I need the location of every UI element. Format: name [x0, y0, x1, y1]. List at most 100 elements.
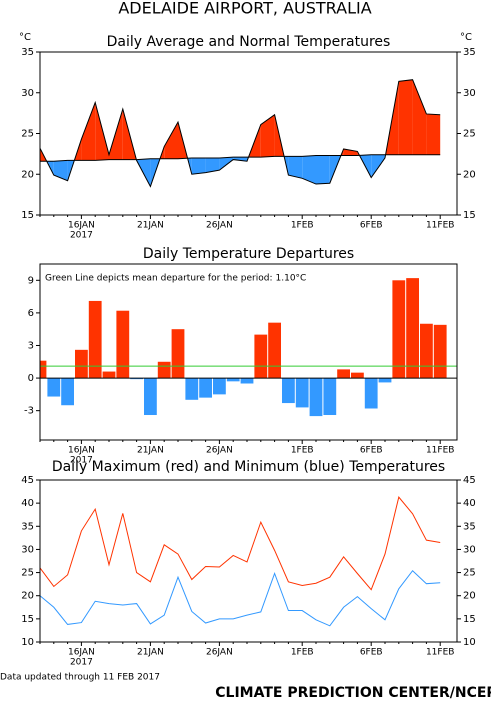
bar	[240, 378, 254, 384]
y-tick-label: 30	[21, 88, 34, 99]
y-tick-label: 15	[21, 210, 34, 221]
y-tick-label: 45	[21, 475, 34, 486]
bar	[61, 378, 74, 406]
bar	[88, 300, 102, 379]
x-tick-label: 16JAN	[68, 648, 95, 658]
bar	[337, 369, 350, 379]
x-tick-label: 26JAN	[206, 221, 233, 231]
plot-area	[40, 79, 441, 188]
x-tick-label: 21JAN	[137, 221, 164, 231]
y-tick-label: 30	[21, 544, 34, 555]
y-tick-label: 9	[28, 275, 34, 286]
departure-fill	[398, 79, 413, 155]
bar	[40, 360, 47, 379]
y2-tick-label: 30	[463, 88, 476, 99]
series-line	[40, 79, 441, 188]
x-tick-label: 26JAN	[206, 446, 233, 456]
bar	[323, 378, 337, 416]
y-tick-label: 15	[21, 614, 34, 625]
x-tick-label: 21JAN	[137, 446, 164, 456]
y-tick-label: 3	[28, 340, 34, 351]
bar	[157, 361, 171, 379]
y-tick-label: 40	[21, 498, 34, 509]
bar	[364, 378, 378, 409]
x-tick-label: 16JAN	[68, 446, 95, 456]
plot-frame	[39, 479, 458, 643]
departure-fill	[81, 102, 96, 161]
y-tick-label: 25	[21, 129, 34, 140]
bar	[433, 324, 447, 379]
x-tick-label: 11FEB	[426, 446, 455, 456]
x-tick-label: 6FEB	[360, 221, 383, 231]
y-tick-label: 35	[21, 521, 34, 532]
y-tick-label: 6	[28, 308, 34, 319]
departure-fill	[343, 148, 358, 156]
x-tick-label: 6FEB	[360, 446, 383, 456]
y2-tick-label: 25	[463, 129, 476, 140]
y2-unit: °C	[460, 32, 472, 43]
y2-tick-label: 20	[463, 591, 476, 602]
y2-tick-label: 25	[463, 568, 476, 579]
annotation: Green Line depicts mean departure for th…	[45, 274, 273, 284]
x-year-label: 2017	[70, 231, 93, 241]
bar	[295, 378, 309, 408]
departure-fill	[316, 155, 330, 185]
bar	[392, 280, 406, 379]
bar	[144, 378, 157, 416]
plot-frame	[39, 263, 458, 441]
bar	[406, 278, 419, 379]
x-year-label: 2017	[70, 658, 93, 668]
y-unit: °C	[19, 32, 31, 43]
x-tick-label: 11FEB	[426, 648, 455, 658]
y2-tick-label: 40	[463, 498, 476, 509]
bar	[213, 378, 226, 395]
y-tick-label: 20	[21, 591, 34, 602]
y-tick-label: 0	[28, 373, 34, 384]
bar	[282, 378, 295, 404]
y2-tick-label: 35	[463, 521, 476, 532]
bar	[75, 349, 88, 379]
departure-fill	[426, 113, 441, 155]
departure-fill	[288, 156, 303, 179]
x-year-label: 2017	[70, 456, 93, 466]
y-tick-label: -3	[24, 406, 34, 417]
panel-title: Daily Average and Normal Temperatures	[107, 34, 391, 50]
bar	[116, 310, 130, 379]
departure-fill	[260, 114, 275, 158]
departure-fill	[302, 155, 316, 185]
mean-label: 1.10°C	[276, 274, 307, 284]
x-tick-label: 1FEB	[291, 446, 314, 456]
departure-fill	[412, 79, 427, 155]
bar	[130, 378, 143, 380]
footer-credit: CLIMATE PREDICTION CENTER/NCEP	[215, 685, 491, 701]
y2-tick-label: 30	[463, 544, 476, 555]
x-tick-label: 1FEB	[291, 648, 314, 658]
panel-title: Daily Temperature Departures	[143, 246, 354, 262]
y-tick-label: 25	[21, 568, 34, 579]
departure-fill	[53, 160, 68, 181]
bar	[254, 334, 268, 379]
bar	[420, 323, 433, 379]
series-line	[40, 154, 441, 162]
bar	[378, 378, 392, 383]
y-tick-label: 35	[21, 47, 34, 58]
x-tick-label: 16JAN	[68, 221, 95, 231]
departure-fill	[164, 122, 178, 159]
bar	[199, 378, 212, 398]
x-tick-label: 21JAN	[137, 648, 164, 658]
bar	[171, 329, 185, 379]
x-tick-label: 6FEB	[360, 648, 383, 658]
y-tick-label: 10	[21, 637, 34, 648]
bar	[102, 371, 116, 379]
departure-fill	[233, 157, 247, 162]
y2-tick-label: 20	[463, 169, 476, 180]
bar	[309, 378, 323, 417]
bar	[226, 378, 240, 382]
x-tick-label: 1FEB	[291, 221, 314, 231]
bar	[268, 322, 281, 379]
y-tick-label: 20	[21, 169, 34, 180]
bar	[351, 372, 364, 379]
y2-tick-label: 15	[463, 614, 476, 625]
x-tick-label: 26JAN	[206, 648, 233, 658]
